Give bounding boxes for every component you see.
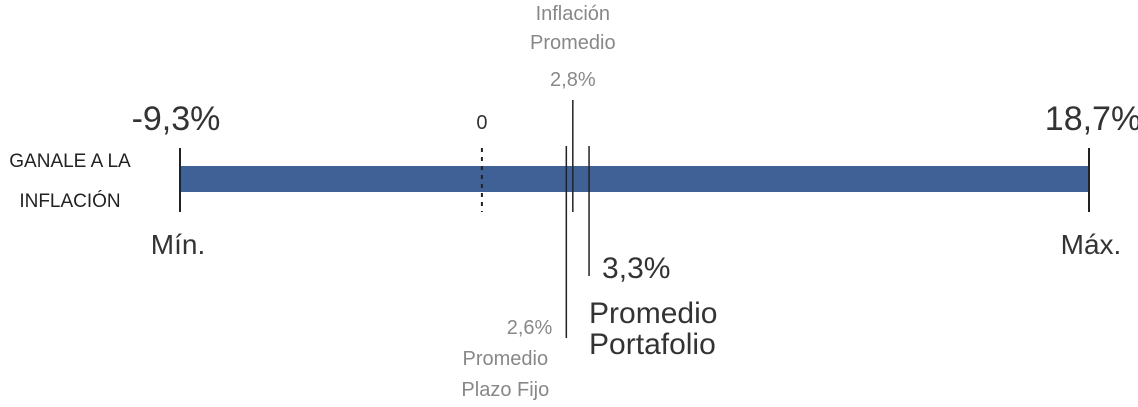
end-value-label: -9,3% xyxy=(132,100,221,138)
marker-value-label: 3,3% xyxy=(602,252,670,285)
range-bar xyxy=(180,166,1089,192)
end-value-label: 18,7% xyxy=(1045,100,1138,138)
marker-value-label: 2,6% xyxy=(507,317,553,339)
end-label: Máx. xyxy=(1061,229,1122,260)
marker-name: Inflación Promedio xyxy=(530,3,616,54)
marker-value-label: 2,8% xyxy=(550,69,596,91)
marker-name: Promedio Plazo Fijo xyxy=(461,348,550,401)
category-label: GANALE A LA INFLACIÓN xyxy=(9,151,131,212)
x-tick-label: 0 xyxy=(476,112,487,134)
end-label: Mín. xyxy=(151,229,205,260)
marker-name: Promedio Portafolio xyxy=(589,297,718,361)
